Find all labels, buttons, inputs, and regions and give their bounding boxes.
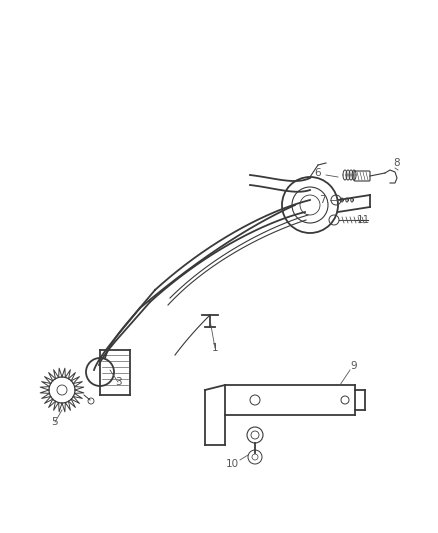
Text: 7: 7 — [318, 195, 325, 205]
Text: 8: 8 — [393, 158, 399, 168]
Text: 3: 3 — [114, 377, 121, 387]
Text: 5: 5 — [52, 417, 58, 427]
Text: 11: 11 — [356, 215, 369, 225]
Text: 10: 10 — [225, 459, 238, 469]
Text: 9: 9 — [350, 361, 357, 371]
Text: 6: 6 — [314, 168, 321, 178]
Text: 1: 1 — [211, 343, 218, 353]
